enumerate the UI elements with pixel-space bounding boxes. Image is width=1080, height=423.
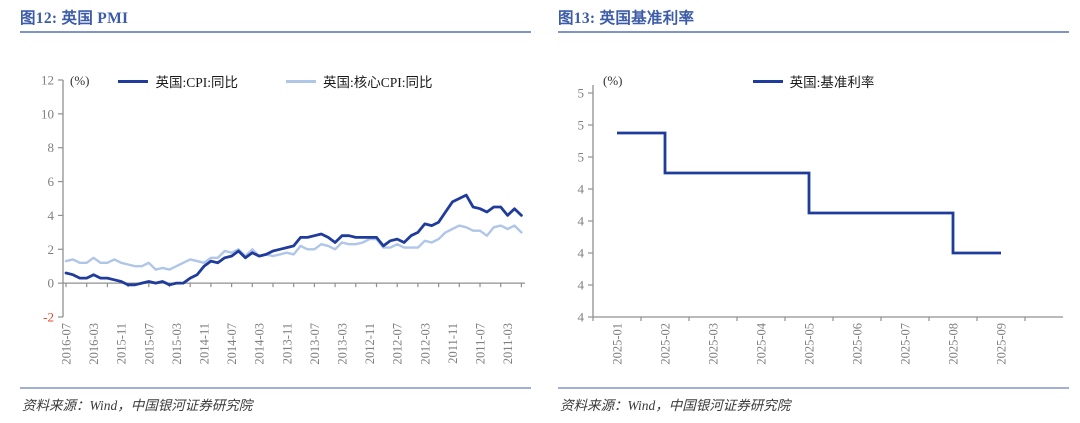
svg-text:2025-07: 2025-07 [899,323,913,365]
svg-text:6: 6 [48,174,55,189]
svg-text:10: 10 [41,106,54,121]
svg-text:0: 0 [48,276,55,291]
svg-text:2012-11: 2012-11 [363,323,377,364]
figure-12-panel: 图12: 英国 PMI 12 10 8 6 4 2 0 -2 2016-07 2016-03 201… [20,0,531,423]
uk-cpi-chart: 12 10 8 6 4 2 0 -2 2016-07 2016-03 2015-11 2015-07 2… [41,73,525,365]
svg-text:5: 5 [578,86,585,101]
svg-text:2016-03: 2016-03 [87,323,101,365]
svg-text:4: 4 [578,214,585,229]
figure-12-title: 图12: 英国 PMI [20,10,129,27]
svg-text:2025-08: 2025-08 [947,323,961,365]
svg-text:2025-01: 2025-01 [611,323,625,365]
svg-text:5: 5 [578,118,585,133]
figure-12-title-rule [20,31,531,33]
svg-text:2011-03: 2011-03 [501,323,515,364]
svg-text:8: 8 [48,140,55,155]
figure-13-title: 图13: 英国基准利率 [558,10,695,27]
svg-text:2: 2 [48,242,55,257]
svg-text:2013-07: 2013-07 [308,323,322,365]
svg-text:2025-04: 2025-04 [755,322,769,364]
svg-text:2011-07: 2011-07 [474,323,488,364]
figure-13-source: 资料来源：Wind，中国银河证券研究院 [560,398,791,413]
svg-text:2015-03: 2015-03 [170,323,184,365]
svg-text:4: 4 [578,278,585,293]
svg-text:2016-07: 2016-07 [60,323,74,365]
figure-13-source-rule [558,387,1069,389]
uk-cpi-chart-area: 12 10 8 6 4 2 0 -2 2016-07 2016-03 2015-11 2015-07 2… [20,45,531,386]
svg-text:4: 4 [48,208,55,223]
svg-text:2014-03: 2014-03 [253,323,267,365]
svg-text:2012-07: 2012-07 [391,323,405,365]
svg-text:2014-07: 2014-07 [225,323,239,365]
svg-text:2025-03: 2025-03 [707,323,721,365]
svg-text:-2: -2 [43,310,54,325]
svg-text:2011-11: 2011-11 [446,323,460,364]
svg-text:(%): (%) [70,73,90,88]
svg-text:12: 12 [41,73,54,88]
svg-text:(%): (%) [603,73,623,88]
svg-text:2015-11: 2015-11 [115,323,129,364]
uk-base-rate-chart: 5 5 5 4 4 4 4 4 2025-01 2025-02 2025-03 2025-04 2025… [578,73,1063,365]
svg-text:4: 4 [578,246,585,261]
svg-text:4: 4 [578,310,585,325]
svg-text:2025-02: 2025-02 [659,323,673,365]
svg-text:2015-07: 2015-07 [142,323,156,365]
figure-13-title-rule [558,31,1069,33]
svg-text:2013-11: 2013-11 [280,323,294,364]
figure-12-source: 资料来源：Wind，中国银河证券研究院 [22,398,253,413]
svg-text:2014-11: 2014-11 [198,323,212,364]
svg-text:2025-09: 2025-09 [995,323,1009,365]
svg-text:2025-05: 2025-05 [803,323,817,365]
svg-text:4: 4 [578,182,585,197]
svg-text:2013-03: 2013-03 [336,323,350,365]
svg-text:2025-06: 2025-06 [851,323,865,365]
uk-base-rate-chart-area: 5 5 5 4 4 4 4 4 2025-01 2025-02 2025-03 2025-04 2025… [558,45,1069,386]
figure-13-panel: 图13: 英国基准利率 5 5 5 4 4 4 4 4 2025-01 2025-02 2025-0… [558,0,1069,423]
svg-text:5: 5 [578,150,585,165]
svg-text:2012-03: 2012-03 [418,323,432,365]
figure-12-source-rule [20,387,531,389]
